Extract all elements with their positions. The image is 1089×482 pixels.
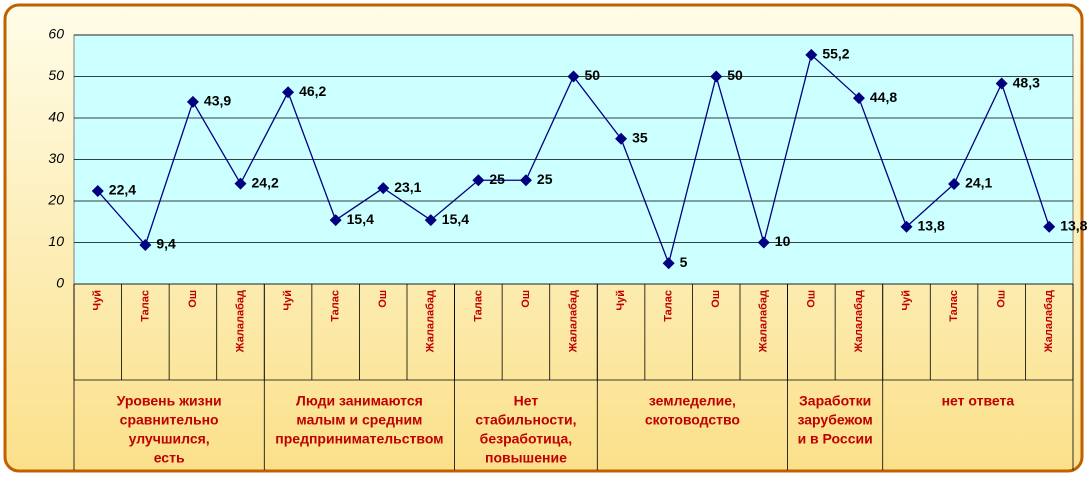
data-label: 35 — [632, 129, 648, 145]
x-tick-label: Талас — [472, 290, 484, 322]
data-label: 25 — [537, 171, 553, 187]
x-tick-label: Чуй — [282, 290, 294, 311]
marker — [805, 48, 818, 61]
group-label: нет ответа — [942, 393, 1015, 409]
marker — [662, 257, 675, 270]
y-tick-label: 30 — [48, 150, 64, 166]
x-tick-label: Талас — [663, 290, 675, 322]
data-label: 50 — [727, 67, 743, 83]
x-tick-label: Талас — [139, 290, 151, 322]
data-label: 15,4 — [442, 211, 469, 227]
marker — [852, 92, 865, 105]
data-label: 15,4 — [347, 211, 374, 227]
marker — [757, 236, 770, 249]
marker — [282, 86, 295, 99]
marker — [424, 214, 437, 227]
x-tick-label: Жалалабад — [234, 290, 246, 353]
data-label: 24,1 — [965, 175, 992, 191]
x-tick-label: Ош — [996, 290, 1008, 308]
y-tick-label: 10 — [48, 233, 64, 249]
marker — [615, 132, 628, 145]
x-tick-label: Чуй — [900, 290, 912, 311]
group-label: земледелие, — [649, 393, 736, 409]
x-tick-label: Ош — [187, 290, 199, 308]
marker — [995, 77, 1008, 90]
data-label: 22,4 — [109, 182, 136, 198]
marker — [186, 95, 199, 108]
data-label: 24,2 — [252, 174, 279, 190]
x-tick-label: Ош — [520, 290, 532, 308]
group-label: малым и средним — [296, 412, 422, 428]
x-tick-label: Талас — [948, 290, 960, 322]
data-label: 13,8 — [918, 217, 945, 233]
marker — [948, 177, 961, 190]
x-tick-label: Чуй — [92, 290, 104, 311]
x-tick-label: Ош — [710, 290, 722, 308]
group-label: зарубежом — [798, 412, 873, 428]
group-label: улучшился, — [129, 431, 210, 447]
x-tick-label: Ош — [377, 290, 389, 308]
group-label: Уровень жизни — [117, 393, 222, 409]
marker — [139, 238, 152, 251]
y-tick-label: 20 — [47, 192, 64, 208]
marker — [567, 70, 580, 83]
marker — [1043, 220, 1056, 233]
x-tick-label: Жалалабад — [1043, 290, 1055, 353]
x-tick-label: Жалалабад — [758, 290, 770, 353]
marker — [329, 214, 342, 227]
x-tick-label: Талас — [330, 290, 342, 322]
marker — [900, 220, 913, 233]
x-tick-label: Жалалабад — [853, 290, 865, 353]
marker — [472, 174, 485, 187]
x-tick-label: Жалалабад — [425, 290, 437, 353]
group-label: Люди занимаются — [296, 393, 423, 409]
group-label: повышение — [485, 450, 567, 466]
y-tick-label: 0 — [56, 275, 64, 291]
x-tick-label: Ош — [805, 290, 817, 308]
group-label: есть — [154, 450, 185, 466]
marker — [710, 70, 723, 83]
marker — [377, 182, 390, 195]
y-tick-label: 60 — [48, 26, 64, 42]
x-tick-label: Жалалабад — [567, 290, 579, 353]
data-label: 5 — [680, 254, 688, 270]
group-label: стабильности, — [475, 412, 576, 428]
group-label: Нет — [514, 393, 539, 409]
data-label: 46,2 — [299, 83, 326, 99]
group-label: и в России — [798, 431, 873, 447]
group-label: скотоводство — [645, 412, 740, 428]
marker — [519, 174, 532, 187]
data-label: 44,8 — [870, 89, 897, 105]
data-label: 23,1 — [394, 179, 421, 195]
data-label: 48,3 — [1013, 74, 1040, 90]
marker — [91, 185, 104, 198]
group-label: Заработки — [799, 393, 871, 409]
data-label: 9,4 — [156, 236, 176, 252]
data-label: 55,2 — [822, 46, 849, 62]
y-tick-label: 50 — [48, 67, 64, 83]
x-tick-label: Чуй — [615, 290, 627, 311]
group-label: сравнительно — [120, 412, 219, 428]
group-label: безработица, — [480, 431, 573, 447]
marker — [234, 177, 247, 190]
data-label: 43,9 — [204, 93, 231, 109]
data-label: 50 — [585, 67, 601, 83]
data-label: 10 — [775, 233, 791, 249]
group-label: предпринимательством — [275, 431, 443, 447]
data-label: 13,8 — [1060, 217, 1087, 233]
y-tick-label: 40 — [48, 109, 64, 125]
data-label: 25 — [489, 171, 505, 187]
